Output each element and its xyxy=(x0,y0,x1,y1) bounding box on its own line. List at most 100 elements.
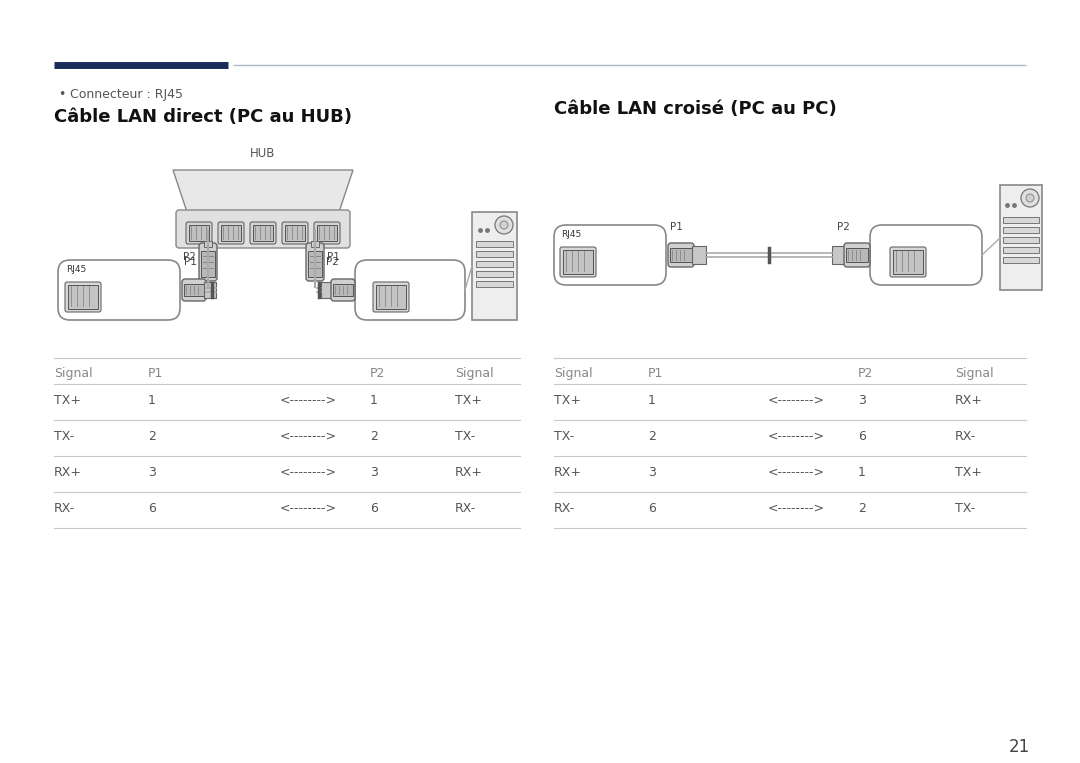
Bar xyxy=(308,251,322,277)
Bar xyxy=(1003,237,1039,243)
FancyBboxPatch shape xyxy=(306,243,324,281)
Text: TX-: TX- xyxy=(955,502,975,515)
Text: •: • xyxy=(58,88,66,101)
Text: <-------->: <--------> xyxy=(280,394,337,407)
FancyBboxPatch shape xyxy=(890,247,926,277)
Bar xyxy=(201,251,215,277)
Text: P2: P2 xyxy=(326,257,339,267)
Text: P1: P1 xyxy=(184,257,197,267)
Text: Câble LAN direct (PC au HUB): Câble LAN direct (PC au HUB) xyxy=(54,108,352,126)
Text: 3: 3 xyxy=(648,466,656,479)
FancyBboxPatch shape xyxy=(282,222,308,244)
Bar xyxy=(476,281,513,287)
Text: RJ45: RJ45 xyxy=(561,230,581,239)
Circle shape xyxy=(500,221,508,229)
Text: Câble LAN croisé (PC au PC): Câble LAN croisé (PC au PC) xyxy=(554,100,837,118)
Text: RX-: RX- xyxy=(54,502,76,515)
Text: <-------->: <--------> xyxy=(768,394,825,407)
Text: <-------->: <--------> xyxy=(768,466,825,479)
Text: TX+: TX+ xyxy=(54,394,81,407)
Text: TX+: TX+ xyxy=(955,466,982,479)
Text: 3: 3 xyxy=(370,466,378,479)
Text: P2: P2 xyxy=(370,367,386,380)
Bar xyxy=(692,246,706,264)
Text: <-------->: <--------> xyxy=(768,430,825,443)
Bar xyxy=(1003,257,1039,263)
Bar xyxy=(1003,227,1039,233)
Bar xyxy=(204,282,216,298)
FancyBboxPatch shape xyxy=(186,222,212,244)
FancyBboxPatch shape xyxy=(373,282,409,312)
Text: TX-: TX- xyxy=(455,430,475,443)
Text: Signal: Signal xyxy=(455,367,494,380)
Circle shape xyxy=(1021,189,1039,207)
Bar xyxy=(832,246,846,264)
Text: 6: 6 xyxy=(148,502,156,515)
FancyBboxPatch shape xyxy=(218,222,244,244)
Bar xyxy=(189,225,210,241)
FancyBboxPatch shape xyxy=(65,282,102,312)
FancyBboxPatch shape xyxy=(330,279,355,301)
FancyBboxPatch shape xyxy=(249,222,276,244)
FancyBboxPatch shape xyxy=(669,243,694,267)
Bar xyxy=(670,248,692,262)
Text: Signal: Signal xyxy=(554,367,593,380)
Text: RX-: RX- xyxy=(955,430,976,443)
Bar xyxy=(321,282,333,298)
Bar xyxy=(1003,247,1039,253)
Text: <-------->: <--------> xyxy=(280,502,337,515)
Text: TX+: TX+ xyxy=(455,394,482,407)
Bar xyxy=(476,241,513,247)
Text: 2: 2 xyxy=(858,502,866,515)
Text: Connecteur : RJ45: Connecteur : RJ45 xyxy=(70,88,183,101)
Text: 2: 2 xyxy=(648,430,656,443)
Bar xyxy=(68,285,98,309)
Text: P2: P2 xyxy=(837,222,850,232)
Text: RX+: RX+ xyxy=(955,394,983,407)
Text: 1: 1 xyxy=(648,394,656,407)
Text: 6: 6 xyxy=(370,502,378,515)
Text: 1: 1 xyxy=(148,394,156,407)
FancyBboxPatch shape xyxy=(355,260,465,320)
Bar xyxy=(476,261,513,267)
Circle shape xyxy=(495,216,513,234)
FancyBboxPatch shape xyxy=(843,243,870,267)
Bar xyxy=(476,251,513,257)
Bar xyxy=(376,285,406,309)
Text: HUB: HUB xyxy=(251,147,275,160)
Text: P2: P2 xyxy=(858,367,874,380)
Text: P1: P1 xyxy=(648,367,663,380)
Text: Signal: Signal xyxy=(955,367,994,380)
FancyBboxPatch shape xyxy=(58,260,180,320)
Polygon shape xyxy=(173,170,353,215)
Text: P1: P1 xyxy=(670,222,683,232)
Bar xyxy=(846,248,868,262)
Text: RX-: RX- xyxy=(455,502,476,515)
FancyBboxPatch shape xyxy=(199,243,217,281)
Bar xyxy=(184,284,204,296)
Text: P2: P2 xyxy=(184,252,195,262)
Text: <-------->: <--------> xyxy=(280,466,337,479)
Bar xyxy=(221,225,241,241)
Text: 6: 6 xyxy=(648,502,656,515)
Text: RX+: RX+ xyxy=(554,466,582,479)
Text: <-------->: <--------> xyxy=(768,502,825,515)
Text: P1: P1 xyxy=(327,252,340,262)
Bar xyxy=(472,212,517,320)
Text: 3: 3 xyxy=(148,466,156,479)
Text: TX+: TX+ xyxy=(554,394,581,407)
Bar xyxy=(253,225,273,241)
Text: P1: P1 xyxy=(148,367,163,380)
FancyBboxPatch shape xyxy=(176,210,350,248)
Text: TX-: TX- xyxy=(54,430,75,443)
Text: RX-: RX- xyxy=(554,502,576,515)
Text: RX+: RX+ xyxy=(54,466,82,479)
Text: 1: 1 xyxy=(858,466,866,479)
Text: 1: 1 xyxy=(370,394,378,407)
Text: 21: 21 xyxy=(1009,738,1030,756)
FancyBboxPatch shape xyxy=(183,279,206,301)
Bar xyxy=(1003,217,1039,223)
Circle shape xyxy=(1026,194,1034,202)
Text: TX-: TX- xyxy=(554,430,575,443)
Bar xyxy=(285,225,305,241)
